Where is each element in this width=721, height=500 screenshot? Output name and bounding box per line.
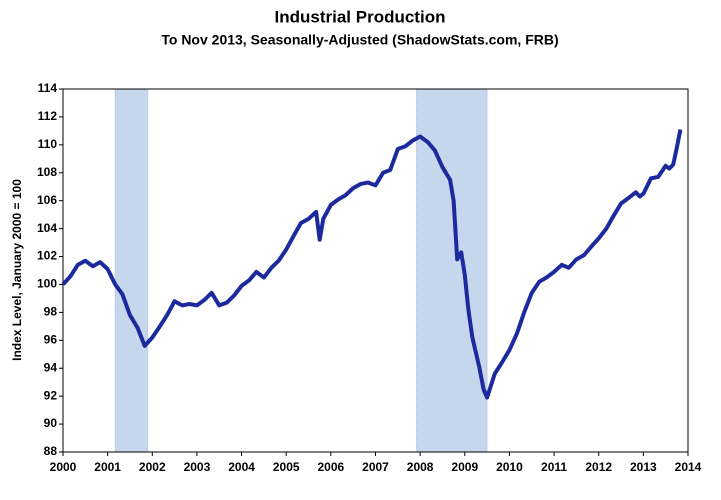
y-tick-label: 98: [44, 305, 58, 319]
y-tick-label: 88: [44, 444, 58, 458]
x-tick-label: 2003: [184, 460, 211, 474]
y-tick-label: 100: [37, 277, 57, 291]
recession-band: [114, 88, 149, 453]
plot-frame: [62, 88, 689, 453]
y-tick-label: 102: [37, 249, 57, 263]
x-tick-label: 2014: [675, 460, 702, 474]
y-tick-label: 104: [37, 221, 57, 235]
y-tick-label: 108: [37, 165, 57, 179]
y-tick-label: 96: [44, 332, 58, 346]
y-tick-label: 90: [44, 416, 58, 430]
x-tick-label: 2012: [585, 460, 612, 474]
x-tick-label: 2001: [94, 460, 121, 474]
x-tick-label: 2011: [541, 460, 567, 474]
x-tick-label: 2013: [630, 460, 657, 474]
y-tick-label: 94: [44, 360, 58, 374]
y-tick-label: 106: [37, 193, 57, 207]
y-axis-label: Index Level, January 2000 = 100: [10, 179, 24, 361]
x-tick-label: 2008: [407, 460, 434, 474]
data-line: [61, 129, 683, 400]
y-tick-label: 92: [44, 388, 58, 402]
x-tick-label: 2000: [50, 460, 77, 474]
x-tick-label: 2009: [451, 460, 478, 474]
x-tick-label: 2006: [318, 460, 345, 474]
x-tick-label: 2002: [139, 460, 166, 474]
recession-band: [416, 88, 488, 453]
chart-title: Industrial Production: [275, 7, 446, 26]
x-tick-label: 2005: [273, 460, 300, 474]
x-tick-label: 2010: [496, 460, 523, 474]
y-tick-label: 114: [38, 81, 58, 95]
y-tick-label: 110: [38, 137, 58, 151]
y-tick-label: 112: [38, 109, 58, 123]
chart-subtitle: To Nov 2013, Seasonally-Adjusted (Shadow…: [161, 32, 558, 48]
x-tick-label: 2004: [228, 460, 255, 474]
x-tick-label: 2007: [362, 460, 389, 474]
